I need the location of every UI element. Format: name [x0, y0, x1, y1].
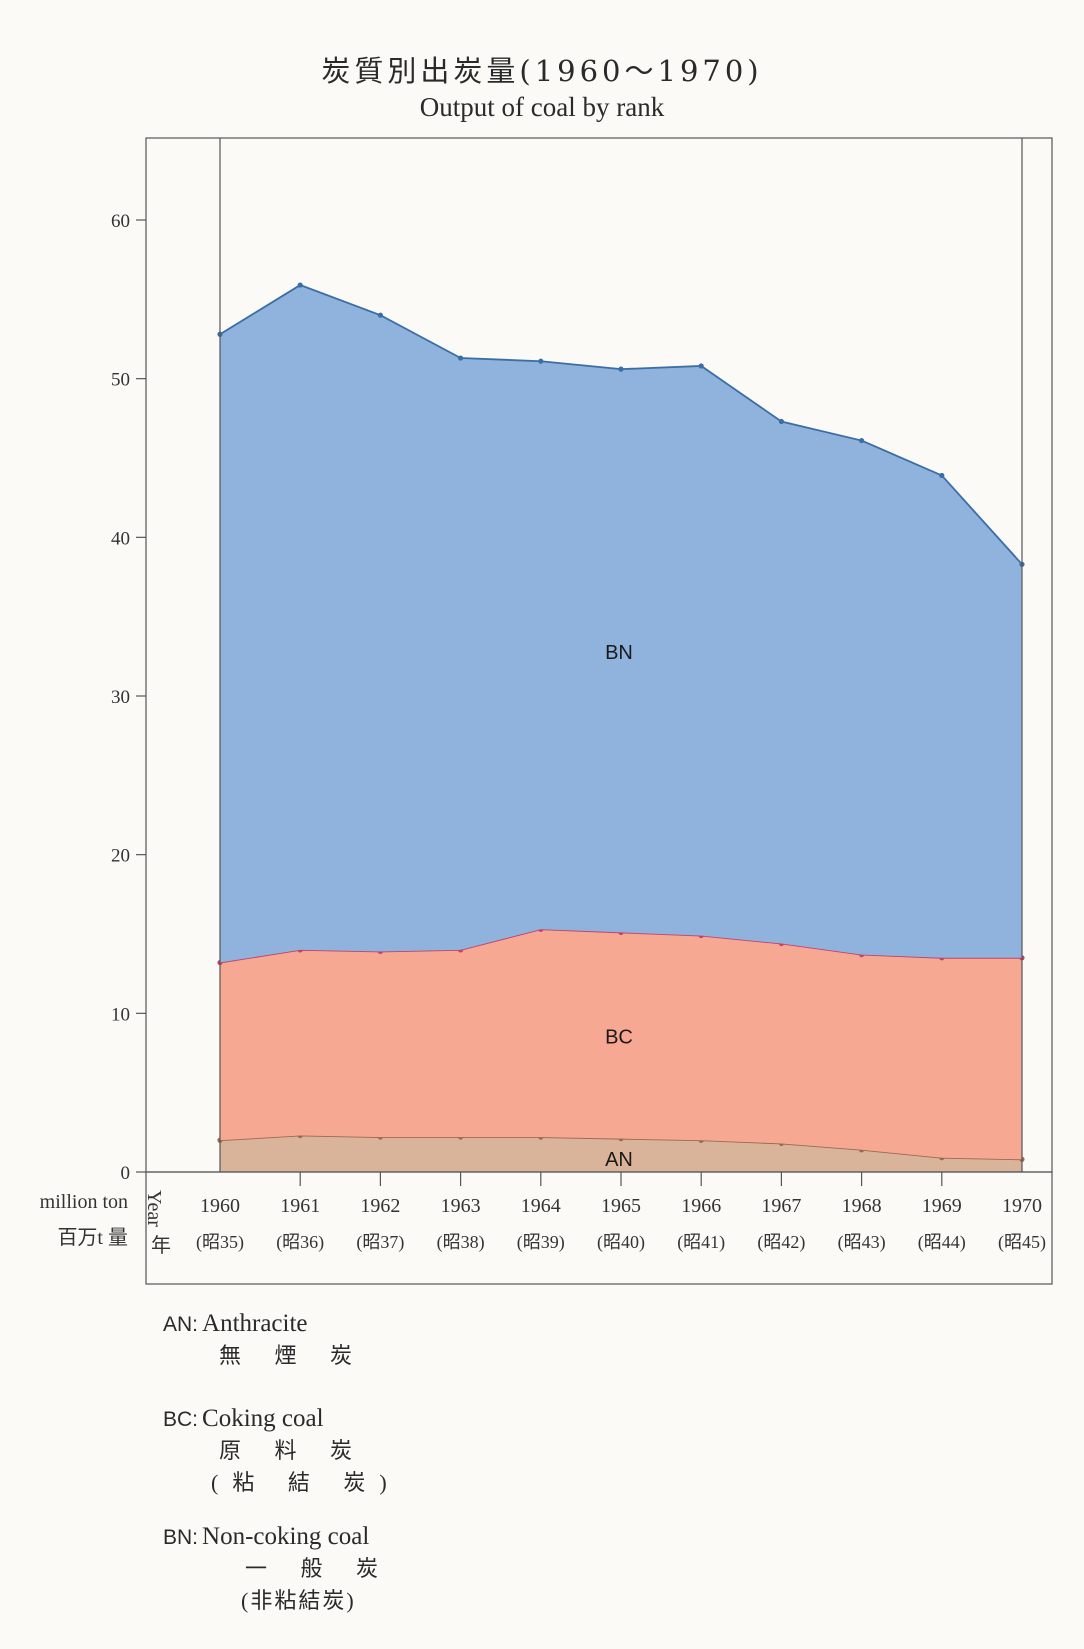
y-tick-label: 60: [111, 211, 130, 232]
area-bn: [220, 285, 1022, 963]
x-tick-label: 1968: [842, 1195, 882, 1217]
x-era-label: (昭37): [356, 1232, 404, 1253]
legend-code: BC:: [163, 1408, 199, 1431]
x-tick-label: 1960: [200, 1195, 240, 1217]
x-era-label: (昭44): [918, 1232, 966, 1253]
x-tick-label: 1965: [601, 1195, 641, 1217]
x-tick-label: 1967: [761, 1195, 801, 1217]
point-bn: [618, 366, 624, 372]
y-tick-label: 0: [121, 1163, 131, 1184]
area-chart: 0 10 20 30 40 50 60 1960 (昭35) 1961 (昭36) 1962 (昭37…: [40, 137, 1053, 1285]
legend-label-jp-2: (粘 結 炭): [211, 1470, 401, 1495]
x-era-label: (昭43): [838, 1232, 886, 1253]
x-era-label: (昭40): [597, 1232, 645, 1253]
y-axis-ticks: 0 10 20 30 40 50 60: [111, 211, 146, 1184]
x-era-label: (昭38): [437, 1232, 485, 1253]
x-era-label: (昭39): [517, 1232, 565, 1253]
area-bc: [220, 929, 1022, 1160]
x-tick-label: 1970: [1002, 1195, 1042, 1217]
point-bn: [698, 363, 704, 369]
area-an: [220, 1135, 1022, 1172]
legend-code: AN:: [163, 1313, 199, 1336]
series-label-bn: BN: [605, 642, 633, 664]
chart-title: 炭質別出炭量(1960〜1970): [321, 54, 763, 88]
point-bn: [859, 437, 865, 444]
x-tick-label: 1969: [922, 1195, 962, 1217]
y-tick-label: 40: [111, 528, 130, 549]
chart-frame: [145, 137, 1053, 1285]
series-label-bc: BC: [605, 1027, 633, 1049]
y-axis-unit-jp: 百万t 量: [57, 1227, 128, 1249]
x-axis-year-en: Year: [143, 1190, 165, 1227]
x-tick-label: 1964: [521, 1195, 561, 1217]
x-tick-label: 1966: [681, 1195, 721, 1217]
x-tick-label: 1963: [441, 1195, 481, 1217]
x-axis-labels: 1960 (昭35) 1961 (昭36) 1962 (昭37) 1963 (昭38) 1964…: [196, 1172, 1046, 1253]
legend-label-jp: 一 般 炭: [245, 1556, 393, 1581]
legend-item-an: AN: Anthracite 無 煙 炭: [163, 1310, 366, 1370]
point-bn: [939, 472, 945, 479]
x-era-label: (昭35): [196, 1232, 244, 1253]
point-bn: [377, 312, 383, 318]
series-areas: [217, 282, 1025, 1172]
x-axis-box: [145, 1171, 1053, 1285]
x-era-label: (昭42): [757, 1232, 805, 1253]
x-era-label: (昭41): [677, 1232, 725, 1253]
y-axis-unit-en: million ton: [40, 1191, 128, 1213]
point-bn: [538, 358, 544, 364]
legend-label-jp-2: (非粘結炭): [241, 1588, 356, 1613]
legend-label-jp: 無 煙 炭: [219, 1343, 367, 1368]
point-bn: [778, 418, 785, 425]
y-tick-label: 30: [111, 687, 130, 708]
chart-subtitle: Output of coal by rank: [419, 92, 665, 122]
legend-label-jp: 原 料 炭: [219, 1438, 367, 1463]
x-axis-year-jp: 年: [151, 1234, 171, 1257]
x-tick-label: 1962: [360, 1195, 400, 1217]
y-tick-label: 20: [111, 846, 130, 867]
legend-label-en: Coking coal: [202, 1405, 324, 1432]
y-tick-label: 50: [111, 370, 130, 391]
series-label-an: AN: [605, 1149, 633, 1171]
legend-code: BN:: [163, 1526, 199, 1549]
legend-label-en: Non-coking coal: [202, 1523, 370, 1550]
legend-item-bn: BN: Non-coking coal 一 般 炭 (非粘結炭): [163, 1523, 392, 1615]
y-tick-label: 10: [111, 1004, 130, 1025]
point-bn: [458, 355, 464, 361]
series-labels: AN BC BN: [605, 642, 633, 1171]
point-bn: [297, 282, 303, 288]
legend-label-en: Anthracite: [202, 1310, 308, 1337]
x-era-label: (昭36): [276, 1232, 324, 1253]
x-era-label: (昭45): [998, 1232, 1046, 1253]
legend-item-bc: BC: Coking coal 原 料 炭 (粘 結 炭): [163, 1405, 401, 1497]
x-tick-label: 1961: [280, 1195, 320, 1217]
